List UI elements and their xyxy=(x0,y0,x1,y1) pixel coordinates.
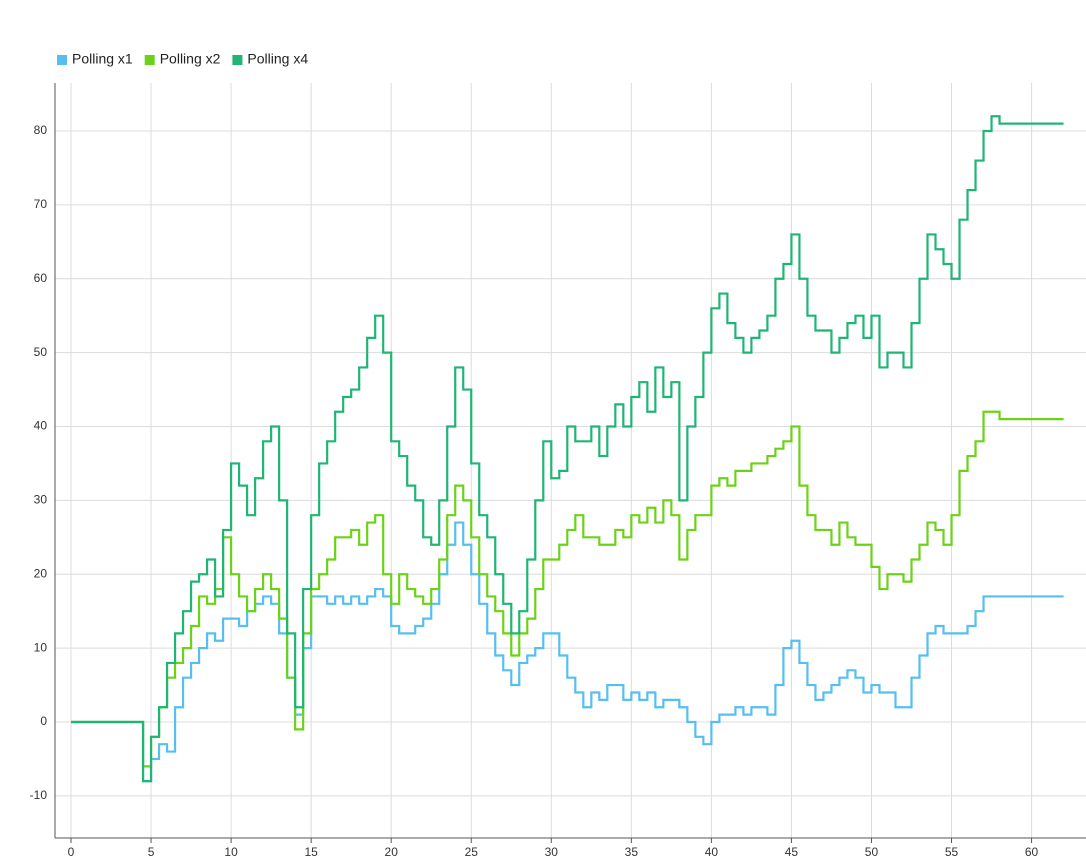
x-tick-label: 50 xyxy=(865,845,879,859)
x-tick-label: 10 xyxy=(224,845,238,859)
legend-label: Polling x2 xyxy=(160,51,221,67)
x-tick-label: 15 xyxy=(304,845,318,859)
legend-item[interactable]: Polling x4 xyxy=(232,51,308,67)
y-tick-label: 30 xyxy=(34,493,48,507)
x-tick-label: 25 xyxy=(465,845,479,859)
legend-item[interactable]: Polling x1 xyxy=(57,51,133,67)
x-tick-label: 5 xyxy=(148,845,155,859)
series-line xyxy=(71,521,1064,783)
y-tick-label: 50 xyxy=(34,345,48,359)
y-tick-label: 10 xyxy=(34,640,48,654)
legend-swatch xyxy=(57,55,67,65)
y-tick-label: 60 xyxy=(34,271,48,285)
y-tick-label: 80 xyxy=(34,123,48,137)
x-tick-label: 30 xyxy=(545,845,559,859)
x-tick-label: 0 xyxy=(68,845,75,859)
x-tick-label: 35 xyxy=(625,845,639,859)
y-tick-label: 40 xyxy=(34,419,48,433)
y-tick-label: 0 xyxy=(40,714,47,728)
x-tick-label: 40 xyxy=(705,845,719,859)
y-tick-label: -10 xyxy=(30,788,48,802)
x-tick-label: 20 xyxy=(385,845,399,859)
plot-area xyxy=(55,83,1086,838)
legend-label: Polling x1 xyxy=(72,51,133,67)
y-tick-label: 70 xyxy=(34,197,48,211)
legend-swatch xyxy=(232,55,243,65)
series-line xyxy=(71,410,1064,768)
legend-swatch xyxy=(144,55,155,65)
y-tick-label: 20 xyxy=(34,566,48,580)
legend-item[interactable]: Polling x2 xyxy=(144,51,221,67)
series-line xyxy=(71,115,1064,783)
x-tick-label: 55 xyxy=(945,845,959,859)
x-tick-label: 45 xyxy=(785,845,799,859)
x-tick-label: 60 xyxy=(1025,845,1039,859)
legend-label: Polling x4 xyxy=(247,51,308,67)
